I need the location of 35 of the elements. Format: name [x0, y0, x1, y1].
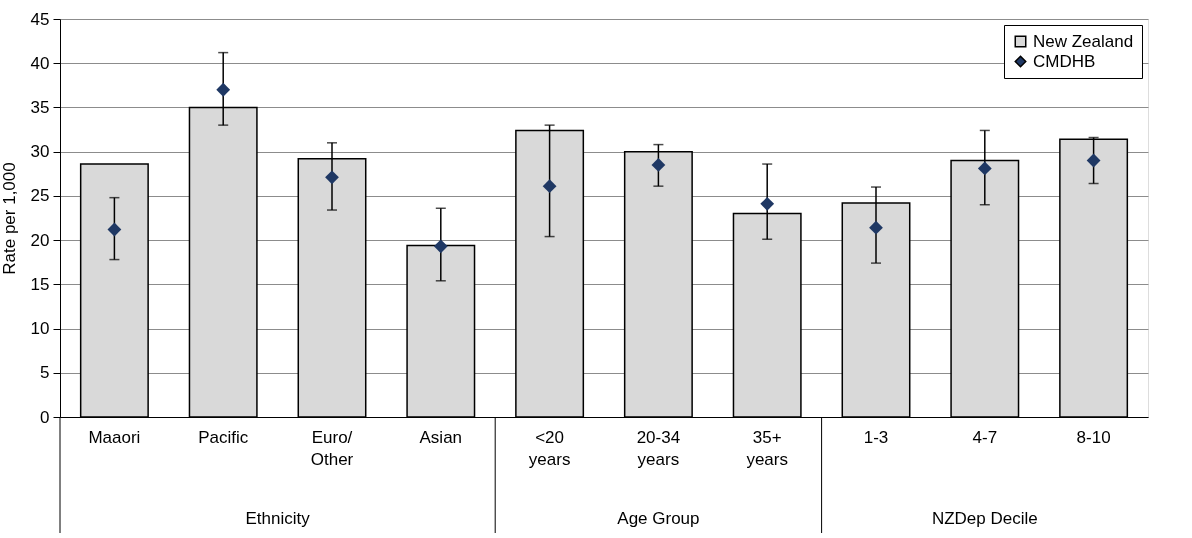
point	[760, 196, 775, 211]
y-tick-label: 0	[40, 407, 50, 427]
x-tick-label: Asian	[419, 427, 463, 447]
point	[433, 239, 448, 254]
x-tick-label: 20-34 years	[636, 427, 681, 469]
text: Ethnicity	[245, 509, 311, 528]
legend-label: New Zealand	[1033, 31, 1134, 51]
point	[216, 82, 231, 97]
x-tick-label: Maaori	[88, 427, 141, 447]
x-tick-label: Pacific	[198, 427, 249, 447]
x-tick-label: 1-3	[863, 427, 889, 447]
y-tick-label: 45	[30, 9, 50, 29]
y-tick-label: 25	[30, 186, 50, 206]
text: Age Group	[617, 509, 700, 528]
text: NZDep Decile	[931, 509, 1038, 528]
x-tick-label: 8-10	[1076, 427, 1111, 447]
x-tick-label: <20 years	[528, 427, 571, 469]
y-tick-label: 10	[30, 319, 50, 339]
y-axis-title: Rate per 1,000	[0, 162, 19, 275]
y-tick-label: 35	[30, 97, 50, 117]
y-tick-label: 30	[30, 142, 50, 162]
point	[542, 179, 557, 194]
x-tick-label: Euro/ Other	[310, 427, 354, 469]
point	[869, 220, 883, 235]
x-tick-label: 35+ years	[746, 427, 788, 469]
point	[977, 161, 992, 176]
point	[651, 158, 666, 172]
y-tick-label: 40	[30, 53, 50, 73]
x-tick-label: 4-7	[972, 427, 998, 447]
y-tick-label: 20	[30, 230, 50, 250]
y-tick-label: 15	[30, 274, 50, 294]
legend-label: CMDHB	[1033, 51, 1096, 71]
y-tick-label: 5	[40, 363, 50, 383]
point	[107, 222, 122, 237]
point	[325, 170, 339, 185]
